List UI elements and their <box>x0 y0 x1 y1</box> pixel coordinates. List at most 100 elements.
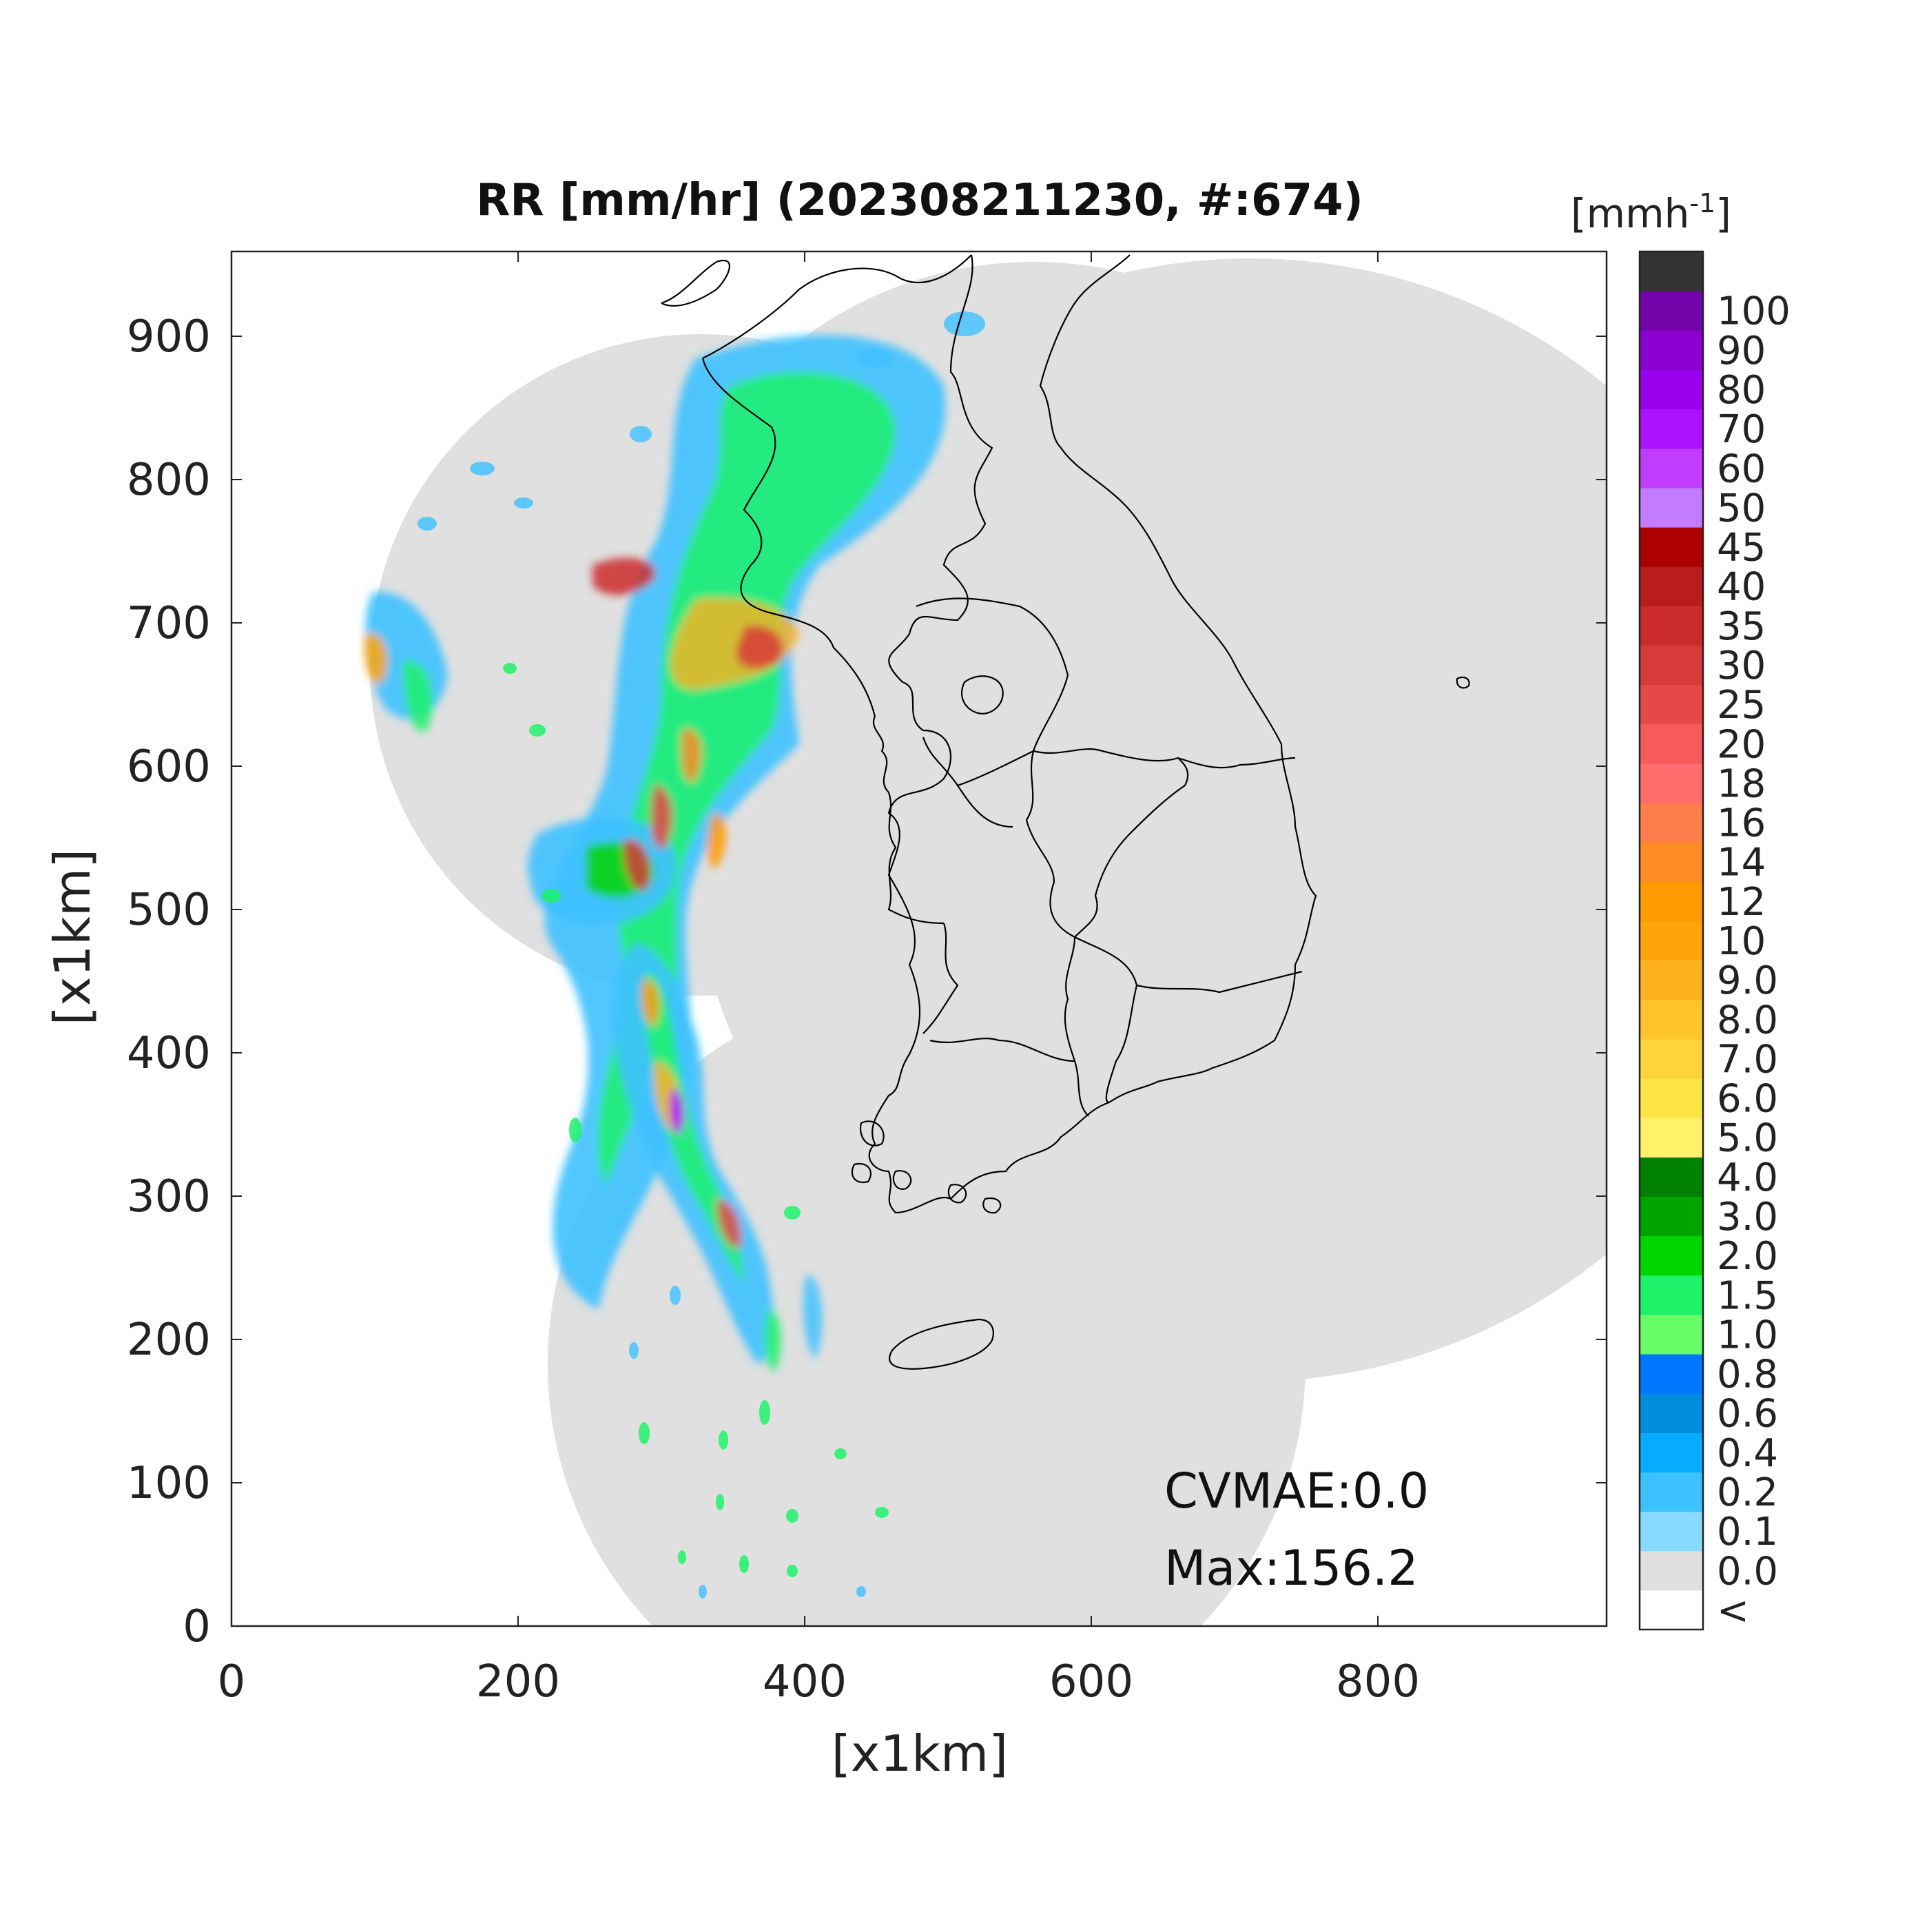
colorbar-label: 25 <box>1717 683 1766 728</box>
seoul-outline <box>961 675 1004 715</box>
colorbar-label: 0.2 <box>1717 1470 1778 1515</box>
cell <box>699 1585 707 1599</box>
map-axes: 0 200 400 600 800 0 100 200 300 400 500 … <box>43 250 1608 1782</box>
x-tick-label: 600 <box>1049 1656 1133 1707</box>
cell <box>875 1507 889 1518</box>
colorbar-swatch <box>1640 1511 1703 1552</box>
colorbar-swatch <box>1640 487 1703 528</box>
cell <box>856 1586 866 1597</box>
cvmae-annotation: CVMAE:0.0 <box>1164 1463 1429 1519</box>
y-tick-label: 0 <box>183 1601 211 1652</box>
cell <box>417 517 437 531</box>
colorbar-labels: <0.00.10.20.40.60.81.01.52.03.04.05.06.0… <box>1717 289 1791 1634</box>
colorbar-swatch <box>1640 409 1703 449</box>
x-tick-label: 800 <box>1336 1656 1420 1707</box>
rain-cell-south-4 <box>764 1309 781 1371</box>
colorbar-label: 7.0 <box>1717 1037 1778 1082</box>
colorbar-swatch <box>1640 251 1703 291</box>
x-tick-label: 0 <box>218 1656 246 1707</box>
colorbar-label: 0.6 <box>1717 1392 1778 1437</box>
precipitation-field <box>364 335 946 1371</box>
colorbar-swatch <box>1640 1235 1703 1276</box>
rain-core-south-3 <box>716 1199 741 1248</box>
colorbar-label: 90 <box>1717 329 1766 373</box>
rain-core-band-1 <box>681 729 702 783</box>
y-tick-label: 400 <box>127 1028 211 1079</box>
colorbar-swatch <box>1640 566 1703 606</box>
rain-core-nw <box>592 557 656 595</box>
colorbar-swatch <box>1640 1157 1703 1198</box>
rain-core-north <box>736 626 783 669</box>
colorbar-swatch <box>1640 645 1703 686</box>
x-tick-label: 200 <box>476 1656 560 1707</box>
cell <box>514 497 533 508</box>
colorbar-swatch <box>1640 1472 1703 1512</box>
province-jeonbuk <box>922 923 1076 1062</box>
colorbar-label: 10 <box>1717 919 1766 964</box>
scattered-light-cells <box>417 311 985 1599</box>
rain-cell-west-edge-core <box>364 633 387 684</box>
colorbar-swatch <box>1640 1038 1703 1079</box>
cell <box>739 1555 749 1573</box>
cell <box>529 724 546 737</box>
colorbar-swatch <box>1640 803 1703 843</box>
colorbar-label: 0.8 <box>1717 1353 1778 1397</box>
cell <box>639 1422 650 1444</box>
y-tick-labels: 0 100 200 300 400 500 600 700 800 900 <box>127 311 211 1652</box>
cell <box>944 311 985 336</box>
colorbar-swatch <box>1640 960 1703 1000</box>
colorbar-swatch <box>1640 723 1703 764</box>
coastline-mainland <box>868 254 1317 1214</box>
province-seoul-gyeonggi <box>916 597 1069 787</box>
colorbar-unit-label: [mmh-1] <box>1571 188 1731 237</box>
cell <box>629 1342 639 1359</box>
colorbar-swatch <box>1640 1118 1703 1158</box>
colorbar-label: < <box>1717 1588 1749 1633</box>
plot-title: RR [mm/hr] (202308211230, #:674) <box>476 175 1363 226</box>
colorbar-label: 20 <box>1717 722 1766 767</box>
cell <box>541 889 561 903</box>
colorbar-frame <box>1638 250 1704 1631</box>
colorbar-label: 30 <box>1717 644 1766 688</box>
cell <box>759 1400 770 1425</box>
colorbar-swatch <box>1640 1550 1703 1591</box>
colorbar-swatch <box>1640 1393 1703 1433</box>
colorbar-label: 16 <box>1717 801 1766 846</box>
colorbar-label: 9.0 <box>1717 958 1778 1003</box>
colorbar-label: 1.0 <box>1717 1313 1778 1357</box>
y-tick-label: 600 <box>127 741 211 792</box>
colorbar-label: 60 <box>1717 446 1766 491</box>
cell <box>787 1565 798 1577</box>
x-axis-label: [x1km] <box>832 1725 1008 1782</box>
y-tick-label: 200 <box>127 1315 211 1366</box>
ulleung-island <box>1456 676 1470 689</box>
colorbar-swatches <box>1640 251 1703 1630</box>
colorbar-label: 5.0 <box>1717 1116 1778 1161</box>
colorbar-label: 12 <box>1717 880 1766 925</box>
scattered-cells <box>503 663 889 1577</box>
colorbar-swatch <box>1640 842 1703 882</box>
colorbar-swatch <box>1640 606 1703 646</box>
colorbar-label: 70 <box>1717 407 1766 452</box>
max-annotation: Max:156.2 <box>1164 1540 1419 1596</box>
colorbar-swatch <box>1640 330 1703 371</box>
colorbar-swatch <box>1640 999 1703 1040</box>
cell <box>503 663 517 674</box>
colorbar-label: 6.0 <box>1717 1077 1778 1122</box>
axes-frame <box>230 250 1608 1627</box>
korea-boundaries <box>661 254 1470 1370</box>
jeju-island <box>889 1318 994 1370</box>
cell <box>719 1430 728 1450</box>
cell <box>834 1448 847 1459</box>
coastline-north-west <box>701 358 876 717</box>
radar-field <box>364 254 1607 1626</box>
cell <box>630 426 652 442</box>
colorbar-label: 4.0 <box>1717 1155 1778 1200</box>
cell <box>470 462 495 475</box>
colorbar-label: 45 <box>1717 526 1766 571</box>
colorbar: [mmh-1] <0.00.10.20.40.60.81.01.52.03.04… <box>1571 188 1791 1633</box>
colorbar-label: 0.0 <box>1717 1549 1778 1594</box>
rain-cell-west-2 <box>403 660 433 732</box>
